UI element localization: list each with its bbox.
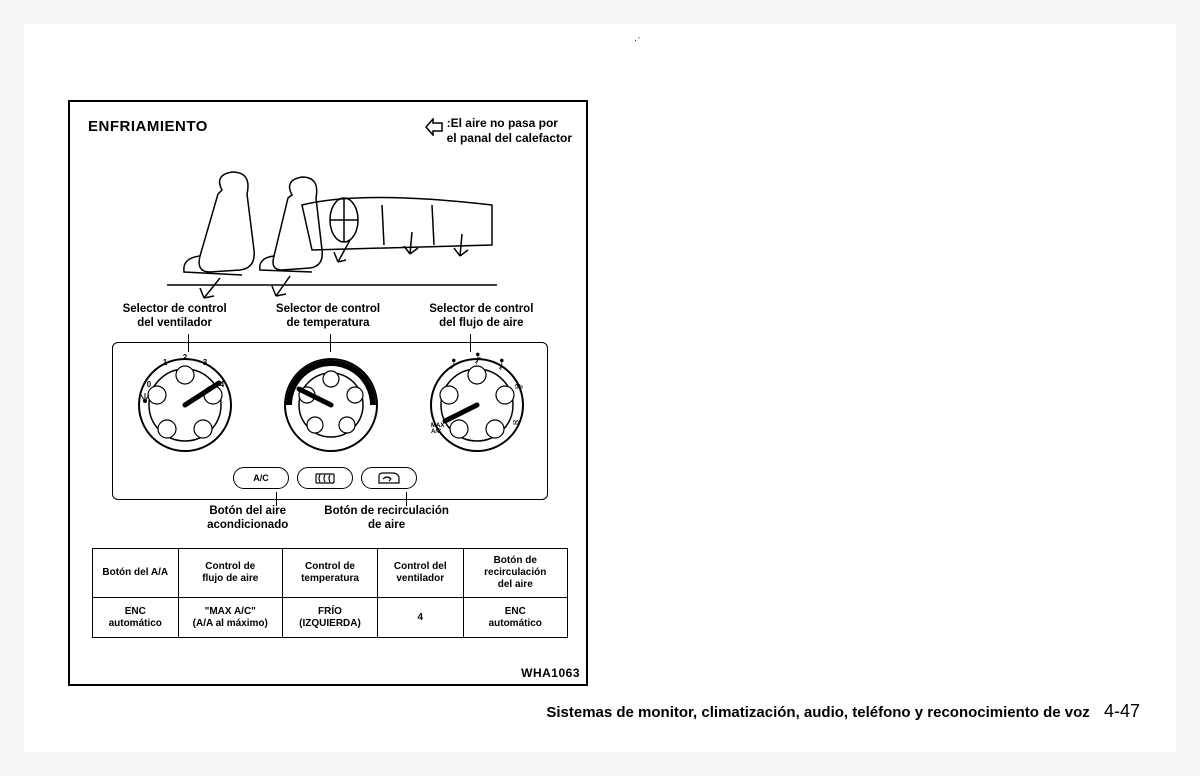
leader-line bbox=[276, 492, 277, 506]
table-header: Botón derecirculacióndel aire bbox=[463, 549, 568, 598]
table-row: ENCautomático "MAX A/C"(A/A al máximo) F… bbox=[93, 598, 568, 638]
table-cell: FRÍO(IZQUIERDA) bbox=[283, 598, 378, 638]
airflow-selector-label: Selector de control del flujo de aire bbox=[405, 302, 558, 331]
page-number: 4-47 bbox=[1104, 701, 1140, 721]
settings-table: Botón del A/A Control deflujo de aire Co… bbox=[92, 548, 568, 638]
dial-labels-row: Selector de control del ventilador Selec… bbox=[70, 302, 586, 331]
arrow-note-line1: :El aire no pasa por bbox=[447, 116, 572, 131]
table-header: Botón del A/A bbox=[93, 549, 179, 598]
temp-selector-label: Selector de control de temperatura bbox=[251, 302, 404, 331]
temperature-dial bbox=[277, 351, 385, 459]
table-cell: ENCautomático bbox=[93, 598, 179, 638]
hvac-control-panel: 0 1 2 3 4 bbox=[112, 342, 548, 500]
recirc-button-label: Botón de recirculación de aire bbox=[324, 504, 449, 533]
table-header: Control delventilador bbox=[378, 549, 464, 598]
recirculation-icon bbox=[377, 471, 401, 485]
figure-code: WHA1063 bbox=[521, 666, 580, 680]
svg-text:A/C: A/C bbox=[431, 429, 442, 435]
figure-box: ENFRIAMIENTO :El aire no pasa por el pan… bbox=[68, 100, 588, 686]
paper-sheet: .· ENFRIAMIENTO :El aire no pasa por el … bbox=[24, 24, 1176, 752]
arrow-left-outline-icon bbox=[425, 118, 443, 136]
rear-defrost-icon bbox=[315, 471, 335, 485]
fan-selector-label: Selector de control del ventilador bbox=[98, 302, 251, 331]
ac-button: A/C bbox=[233, 467, 289, 489]
page-footer: Sistemas de monitor, climatización, audi… bbox=[546, 701, 1140, 722]
arrow-note-line2: el panal del calefactor bbox=[447, 131, 572, 146]
scan-artifact: .· bbox=[634, 32, 641, 44]
leader-line bbox=[406, 492, 407, 506]
button-row: A/C bbox=[233, 467, 417, 489]
airflow-dial: MAX A/C bbox=[423, 351, 531, 459]
svg-text:4: 4 bbox=[220, 380, 225, 389]
svg-text:0: 0 bbox=[147, 380, 152, 389]
car-interior-illustration bbox=[162, 150, 502, 300]
table-cell: ENCautomático bbox=[463, 598, 568, 638]
svg-text:3: 3 bbox=[203, 358, 208, 367]
recirculation-button bbox=[361, 467, 417, 489]
table-header: Control detemperatura bbox=[283, 549, 378, 598]
arrow-legend: :El aire no pasa por el panal del calefa… bbox=[425, 116, 572, 146]
table-cell: "MAX A/C"(A/A al máximo) bbox=[178, 598, 283, 638]
svg-text:1: 1 bbox=[163, 358, 168, 367]
ac-button-label: Botón del aire acondicionado bbox=[207, 504, 288, 533]
table-cell: 4 bbox=[378, 598, 464, 638]
figure-title: ENFRIAMIENTO bbox=[88, 118, 208, 135]
section-title: Sistemas de monitor, climatización, audi… bbox=[546, 704, 1089, 721]
fan-dial: 0 1 2 3 4 bbox=[131, 351, 239, 459]
rear-defrost-button bbox=[297, 467, 353, 489]
button-labels-row: Botón del aire acondicionado Botón de re… bbox=[70, 504, 586, 533]
table-header-row: Botón del A/A Control deflujo de aire Co… bbox=[93, 549, 568, 598]
svg-text:2: 2 bbox=[183, 353, 188, 362]
table-header: Control deflujo de aire bbox=[178, 549, 283, 598]
